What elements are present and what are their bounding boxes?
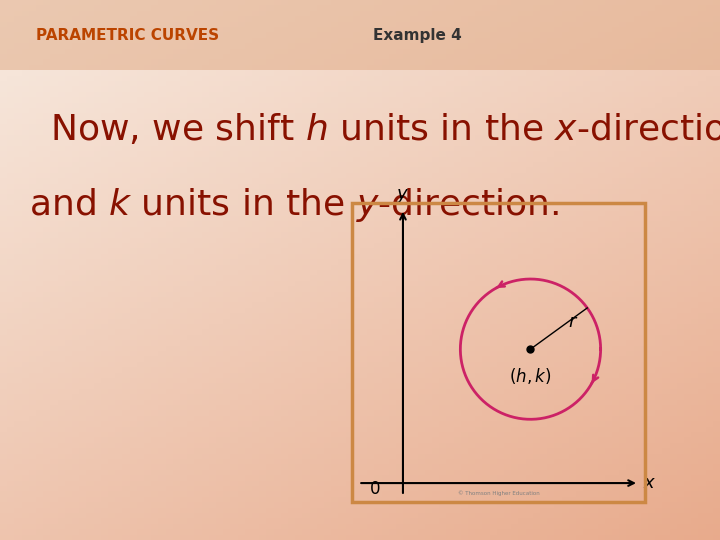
Text: $0$: $0$: [369, 481, 380, 498]
Text: PARAMETRIC CURVES: PARAMETRIC CURVES: [36, 28, 219, 43]
Text: Example 4: Example 4: [373, 28, 462, 43]
Text: $x$: $x$: [643, 474, 656, 492]
Bar: [0, 0, 720, 70]
Text: $(h, k)$: $(h, k)$: [509, 366, 552, 386]
Text: Now, we shift $h$ units in the $x$-direction: Now, we shift $h$ units in the $x$-direc…: [50, 112, 720, 147]
Text: $r$: $r$: [568, 313, 578, 331]
Text: and $k$ units in the $y$-direction.: and $k$ units in the $y$-direction.: [29, 186, 559, 224]
Text: © Thomson Higher Education: © Thomson Higher Education: [458, 490, 539, 496]
Text: $y$: $y$: [396, 187, 410, 205]
Bar: [352, 202, 645, 502]
